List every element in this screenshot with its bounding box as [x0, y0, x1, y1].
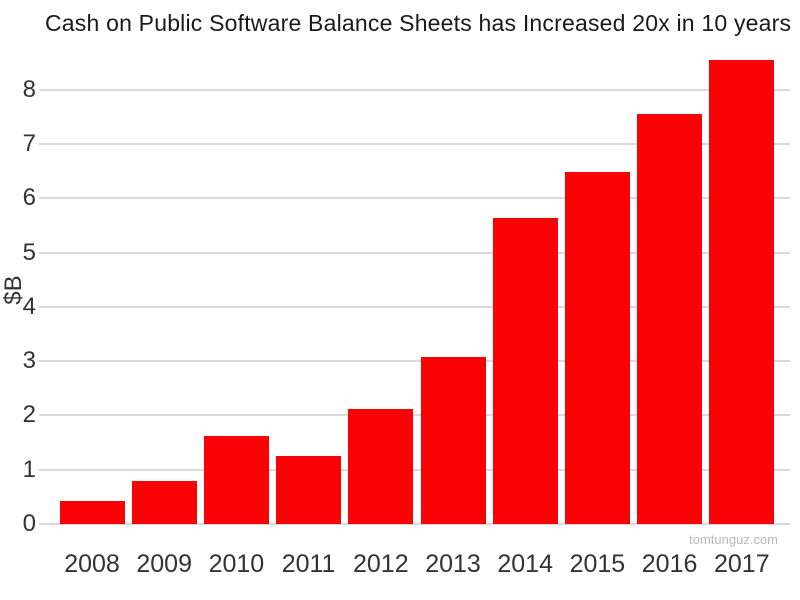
bar-2010 — [203, 436, 269, 524]
y-tick-mark-5 — [39, 251, 45, 254]
x-tick-label-2008: 2008 — [64, 550, 120, 578]
y-tick-mark-0 — [39, 523, 45, 525]
gridline-y5 — [45, 251, 790, 254]
y-tick-mark-3 — [39, 360, 45, 363]
x-tick-label-2014: 2014 — [497, 550, 553, 578]
y-tick-mark-6 — [39, 197, 45, 200]
bar-2013 — [420, 356, 486, 524]
y-tick-mark-2 — [39, 414, 45, 417]
gridline-y2 — [45, 414, 790, 417]
gridline-y4 — [45, 305, 790, 308]
gridline-y1 — [45, 468, 790, 471]
y-tick-label-3: 3 — [22, 347, 36, 375]
bar-2011 — [276, 456, 342, 524]
plot-area — [39, 52, 790, 525]
gridline-y8 — [45, 88, 790, 91]
chart-title: Cash on Public Software Balance Sheets h… — [45, 10, 792, 36]
bar-2012 — [348, 408, 414, 524]
y-tick-mark-8 — [39, 88, 45, 91]
bar-2008 — [59, 500, 125, 524]
x-tick-label-2010: 2010 — [208, 550, 265, 578]
x-tick-label-2009: 2009 — [136, 550, 192, 578]
gridline-y3 — [45, 360, 790, 363]
y-tick-mark-4 — [39, 305, 45, 308]
gridline-y7 — [45, 143, 790, 146]
bar-2017 — [709, 59, 775, 524]
bar-2016 — [637, 114, 703, 524]
x-tick-label-2011: 2011 — [281, 550, 336, 578]
x-tick-label-2013: 2013 — [425, 550, 481, 578]
bar-2009 — [131, 480, 197, 524]
x-tick-label-2012: 2012 — [352, 550, 409, 578]
x-tick-label-2017: 2017 — [713, 550, 770, 578]
y-tick-label-6: 6 — [22, 184, 36, 212]
watermark: tomtunguz.com — [689, 532, 778, 547]
y-tick-label-1: 1 — [22, 455, 36, 483]
y-tick-label-2: 2 — [22, 401, 36, 429]
gridline-y6 — [45, 197, 790, 200]
y-tick-label-7: 7 — [22, 130, 36, 158]
x-tick-label-2016: 2016 — [641, 550, 698, 578]
x-tick-label-2015: 2015 — [569, 550, 626, 578]
bar-2014 — [492, 218, 558, 524]
y-tick-mark-7 — [39, 143, 45, 146]
y-tick-label-0: 0 — [22, 510, 36, 537]
y-tick-label-8: 8 — [22, 75, 36, 103]
y-tick-mark-1 — [39, 468, 45, 471]
bar-2015 — [564, 172, 630, 524]
y-tick-label-5: 5 — [22, 238, 36, 266]
gridline-y0 — [45, 523, 790, 525]
y-tick-label-4: 4 — [22, 292, 36, 320]
